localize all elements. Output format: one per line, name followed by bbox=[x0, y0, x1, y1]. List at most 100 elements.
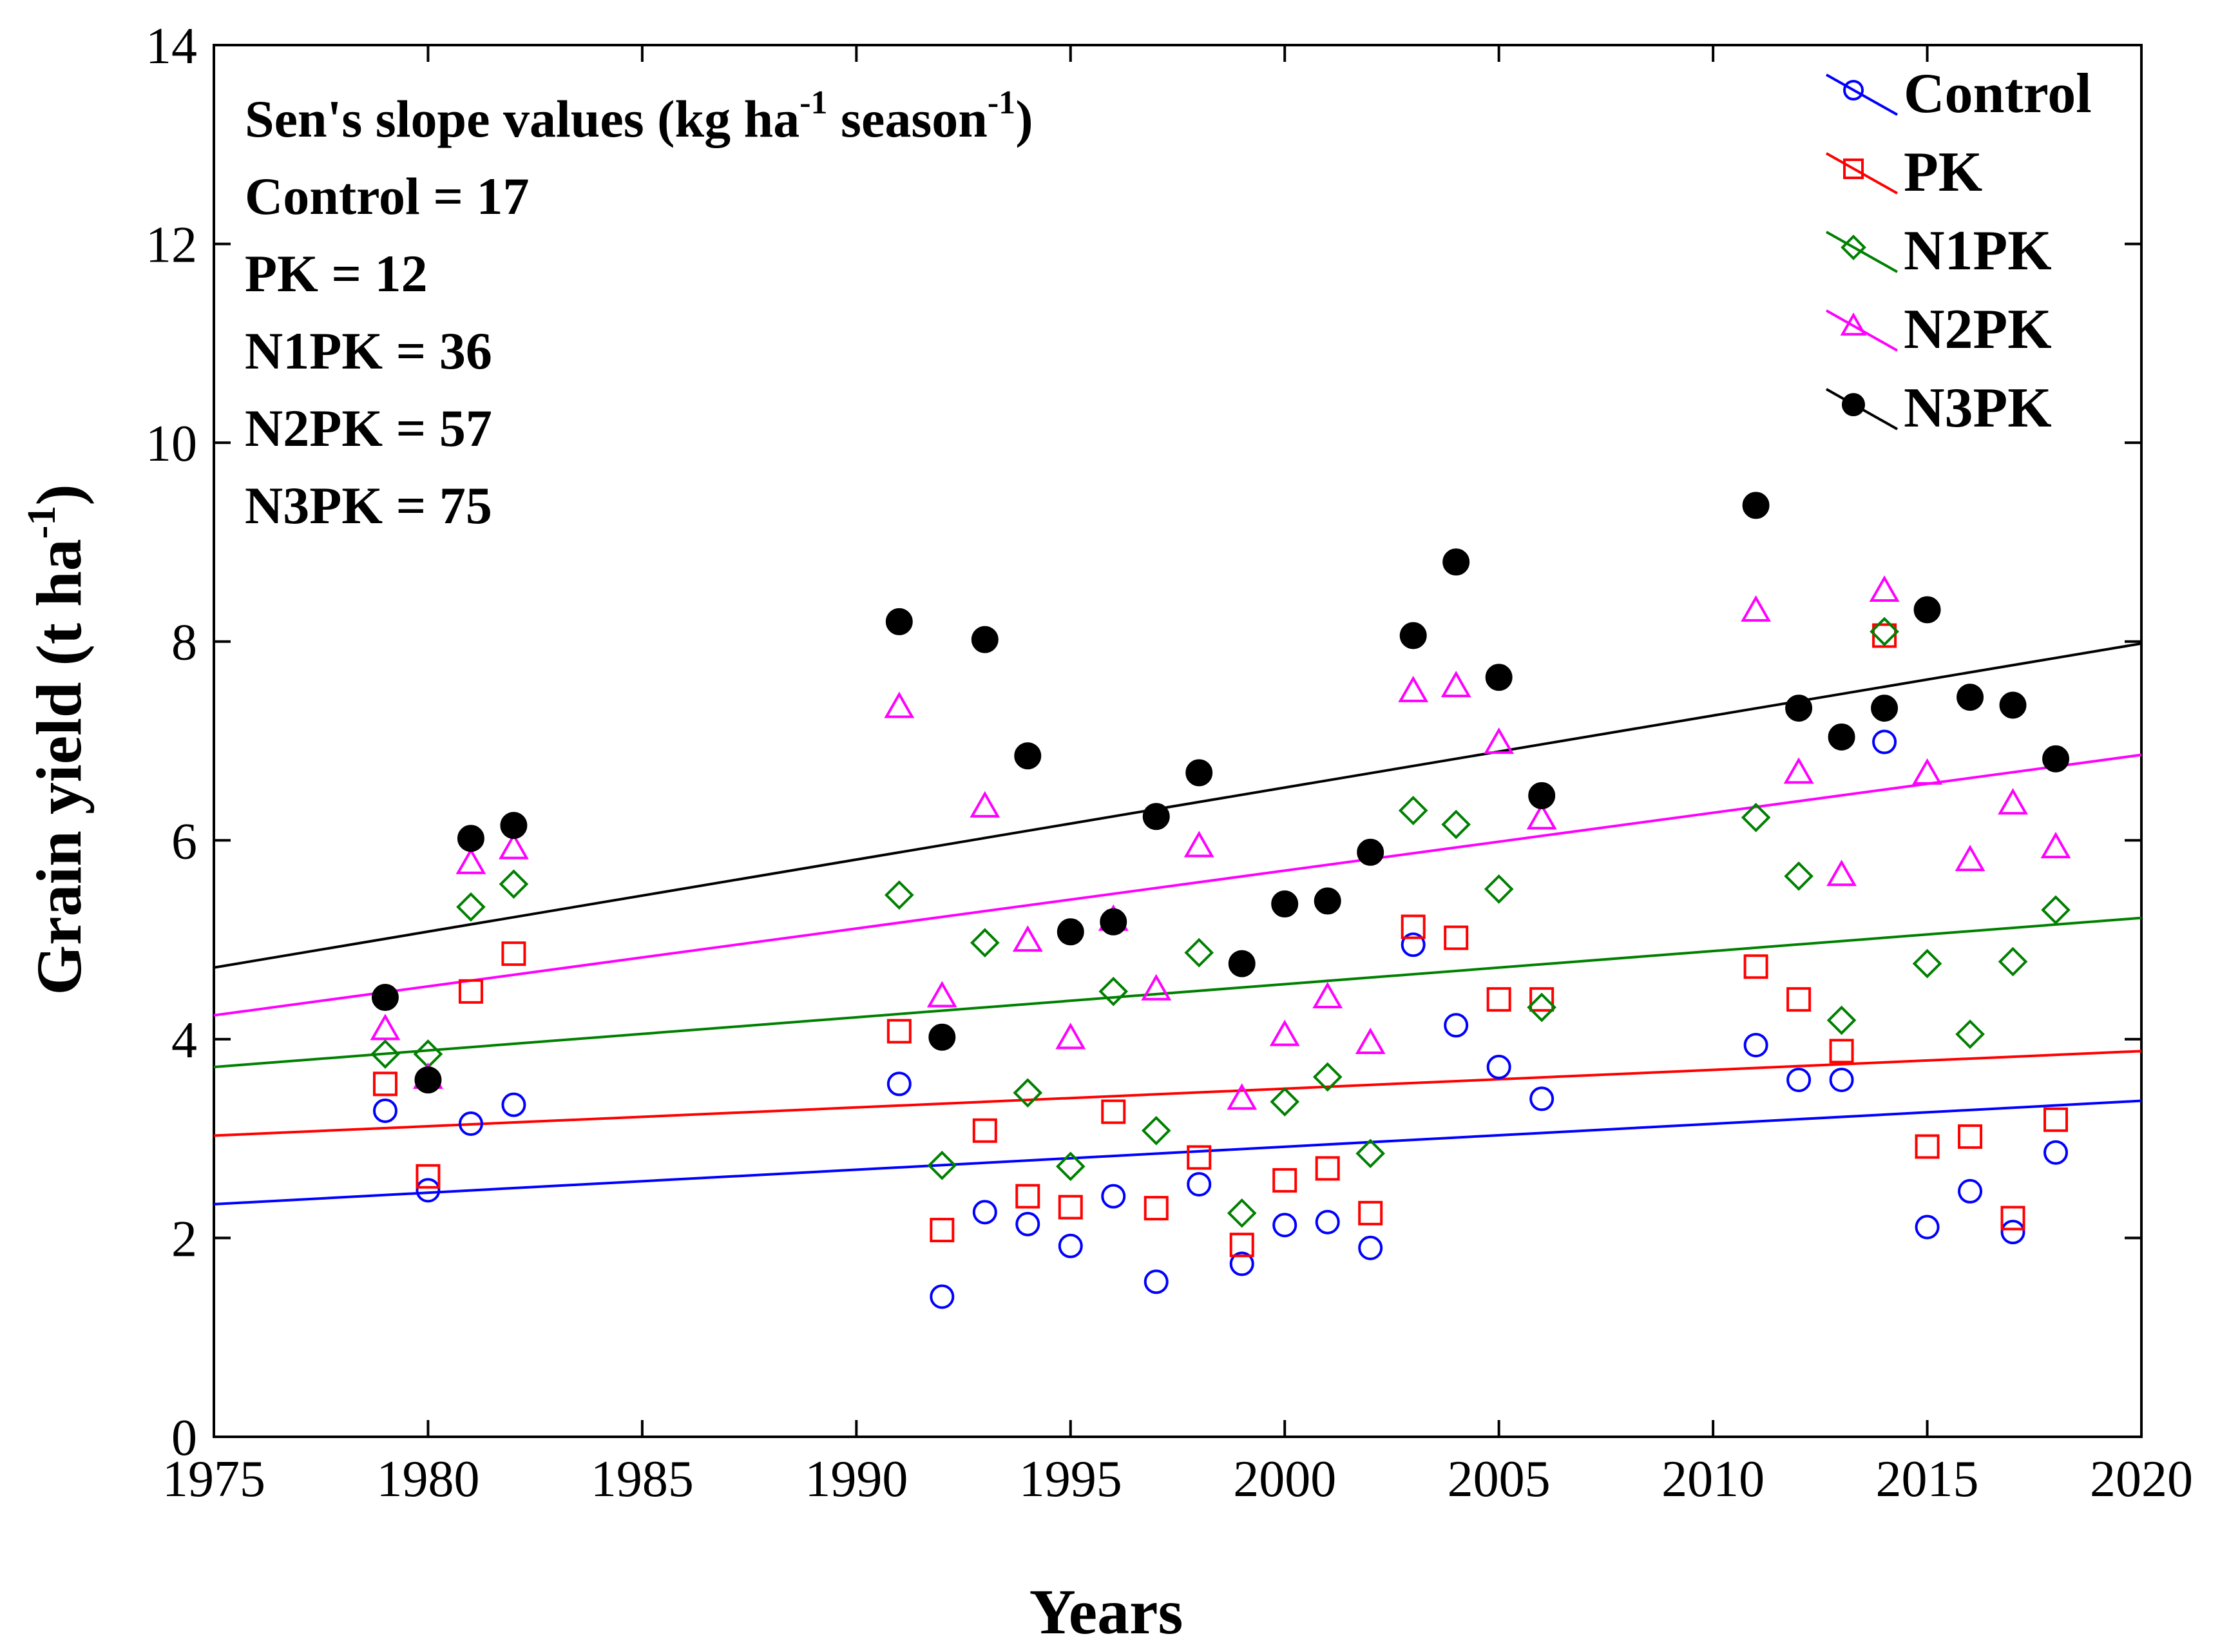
point-pk-2002 bbox=[1358, 1200, 1383, 1225]
point-n3pk-2014 bbox=[1871, 695, 1899, 722]
point-n3pk-2018 bbox=[2042, 745, 2070, 773]
legend-marker-pk bbox=[1843, 158, 1864, 179]
axes: 1975 1980 1985 1990 1995 2000 2005 2010 2015 2020… bbox=[146, 18, 2193, 1508]
legend: Control PK N1PK N2PK N3PK bbox=[1826, 62, 2092, 439]
point-pk-2017 bbox=[2000, 1205, 2025, 1231]
point-n2pk-2014 bbox=[1869, 575, 1900, 602]
slope-pk: PK = 12 bbox=[245, 244, 428, 303]
point-n3pk-2012 bbox=[1785, 695, 1813, 722]
trend-line-n2pk bbox=[213, 753, 2142, 1017]
point-n3pk-1979 bbox=[371, 984, 399, 1012]
point-pk-2003 bbox=[1401, 914, 1426, 939]
point-n2pk-2015 bbox=[1912, 758, 1943, 785]
point-n1pk-1992 bbox=[927, 1150, 957, 1180]
point-control-1997 bbox=[1143, 1269, 1169, 1294]
y-tick-label-2: 2 bbox=[171, 1211, 197, 1267]
point-n1pk-2017 bbox=[1998, 946, 2028, 977]
point-n2pk-1981 bbox=[455, 847, 486, 874]
annotation-box: Sen's slope values (kg ha-1 season-1) Co… bbox=[245, 84, 1033, 535]
point-pk-2012 bbox=[1786, 987, 1812, 1012]
point-n1pk-2001 bbox=[1312, 1062, 1343, 1092]
x-tick-label-1985: 1985 bbox=[591, 1451, 694, 1508]
point-n2pk-2001 bbox=[1312, 982, 1343, 1009]
y-axis-title-main: Grain yield (t ha bbox=[23, 539, 95, 995]
point-control-2003 bbox=[1401, 932, 1426, 957]
point-n3pk-2013 bbox=[1828, 723, 1855, 751]
point-n1pk-1997 bbox=[1141, 1115, 1171, 1146]
point-pk-2006 bbox=[1529, 987, 1555, 1012]
point-n1pk-2005 bbox=[1484, 874, 1514, 904]
point-n3pk-2017 bbox=[1999, 691, 2027, 719]
point-n3pk-1980 bbox=[414, 1066, 442, 1094]
point-n3pk-1982 bbox=[500, 812, 528, 840]
point-n2pk-1991 bbox=[884, 691, 915, 718]
legend-marker-n1pk bbox=[1841, 235, 1866, 260]
point-control-2013 bbox=[1829, 1068, 1854, 1093]
point-n1pk-1998 bbox=[1184, 937, 1214, 968]
trend-line-pk bbox=[213, 1050, 2142, 1137]
point-pk-2014 bbox=[1872, 623, 1897, 648]
data-points bbox=[370, 492, 2071, 1309]
legend-label-n2pk: N2PK bbox=[1904, 298, 2052, 361]
plot-frame bbox=[213, 44, 2143, 1438]
point-control-2015 bbox=[1915, 1215, 1940, 1240]
point-n1pk-1993 bbox=[970, 928, 1000, 958]
trend-lines bbox=[213, 642, 2142, 1205]
point-pk-1979 bbox=[372, 1071, 397, 1097]
y-tick-label-10: 10 bbox=[146, 416, 197, 472]
point-n3pk-2016 bbox=[1957, 684, 1984, 711]
point-pk-1982 bbox=[501, 941, 526, 966]
point-n3pk-2011 bbox=[1742, 492, 1770, 519]
point-n2pk-2003 bbox=[1398, 675, 1429, 702]
x-axis-title: Years bbox=[1029, 1576, 1183, 1647]
point-control-1991 bbox=[886, 1071, 912, 1097]
slope-control: Control = 17 bbox=[245, 167, 530, 226]
heading-sup-2: -1 bbox=[988, 84, 1015, 121]
legend-label-control: Control bbox=[1904, 62, 2092, 125]
point-n2pk-1999 bbox=[1227, 1083, 1258, 1110]
point-control-1993 bbox=[972, 1200, 997, 1225]
point-n1pk-2018 bbox=[2041, 895, 2071, 925]
point-n3pk-1996 bbox=[1100, 908, 1127, 936]
point-n2pk-2005 bbox=[1484, 727, 1515, 754]
point-n3pk-2006 bbox=[1528, 782, 1556, 809]
point-n2pk-2006 bbox=[1526, 803, 1557, 830]
legend-marker-control bbox=[1843, 80, 1864, 101]
point-n2pk-2002 bbox=[1355, 1027, 1386, 1055]
point-n2pk-2018 bbox=[2040, 832, 2071, 859]
point-n3pk-1992 bbox=[928, 1023, 956, 1051]
point-pk-2001 bbox=[1315, 1156, 1340, 1181]
point-n3pk-2015 bbox=[1913, 596, 1941, 624]
point-pk-1981 bbox=[458, 979, 483, 1004]
point-n1pk-2003 bbox=[1398, 796, 1428, 825]
point-control-2014 bbox=[1872, 729, 1897, 754]
point-n1pk-2016 bbox=[1955, 1019, 1985, 1049]
legend-label-pk: PK bbox=[1904, 141, 1982, 204]
point-n3pk-2004 bbox=[1442, 548, 1470, 576]
point-n2pk-2000 bbox=[1269, 1019, 1300, 1046]
x-tick-label-2000: 2000 bbox=[1233, 1451, 1336, 1508]
point-control-2000 bbox=[1272, 1213, 1297, 1238]
point-n2pk-2013 bbox=[1826, 860, 1857, 887]
point-pk-1993 bbox=[972, 1118, 997, 1143]
x-tick-label-2005: 2005 bbox=[1448, 1451, 1551, 1508]
point-pk-1998 bbox=[1187, 1145, 1212, 1170]
point-pk-1999 bbox=[1229, 1233, 1254, 1258]
point-control-1979 bbox=[372, 1098, 397, 1123]
point-n1pk-2015 bbox=[1912, 948, 1942, 979]
point-control-2018 bbox=[2043, 1140, 2069, 1165]
point-control-2002 bbox=[1358, 1235, 1383, 1260]
point-n1pk-1981 bbox=[456, 892, 486, 922]
point-n2pk-1992 bbox=[926, 981, 957, 1008]
x-tick-label-2015: 2015 bbox=[1876, 1451, 1979, 1508]
point-n1pk-1996 bbox=[1098, 976, 1129, 1006]
point-control-1992 bbox=[930, 1284, 955, 1309]
point-n1pk-1994 bbox=[1013, 1078, 1043, 1108]
point-pk-2000 bbox=[1272, 1167, 1297, 1193]
point-n3pk-1991 bbox=[885, 608, 913, 635]
heading-end: ) bbox=[1015, 90, 1033, 148]
y-tick-label-4: 4 bbox=[171, 1012, 197, 1069]
point-pk-1992 bbox=[930, 1218, 955, 1243]
point-n2pk-1993 bbox=[970, 791, 1000, 818]
point-pk-2013 bbox=[1829, 1039, 1854, 1064]
